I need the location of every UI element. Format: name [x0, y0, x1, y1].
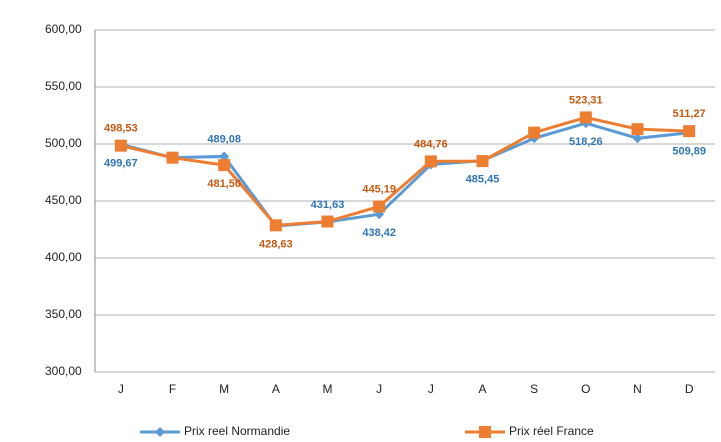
value-label: 498,53 [104, 123, 138, 135]
value-label: 484,76 [414, 138, 448, 150]
value-label: 438,42 [362, 227, 396, 239]
x-tick-label: M [219, 382, 229, 396]
value-label: 445,19 [362, 183, 396, 195]
y-tick-label: 350,00 [45, 307, 82, 321]
value-label: 518,26 [569, 136, 603, 148]
data-point [632, 133, 643, 144]
x-tick-label: F [169, 382, 176, 396]
legend-label: Prix réel France [509, 424, 594, 438]
x-tick-label: M [323, 382, 333, 396]
value-label: 523,31 [569, 94, 603, 106]
data-point [579, 111, 592, 124]
x-tick-label: J [376, 382, 382, 396]
value-label: 431,63 [311, 199, 345, 211]
value-label: 428,63 [259, 238, 293, 250]
x-tick-label: J [118, 382, 124, 396]
data-point [218, 159, 231, 172]
data-point [321, 215, 334, 228]
x-tick-label: O [581, 382, 590, 396]
y-tick-label: 600,00 [45, 22, 82, 36]
data-point [528, 126, 541, 139]
legend-marker [479, 426, 491, 438]
x-tick-label: A [272, 382, 280, 396]
data-point [166, 151, 179, 164]
y-tick-label: 550,00 [45, 79, 82, 93]
y-tick-label: 400,00 [45, 250, 82, 264]
series-line [120, 121, 690, 228]
data-point [683, 125, 696, 138]
data-point [219, 151, 230, 162]
data-point [476, 155, 489, 168]
y-tick-label: 450,00 [45, 193, 82, 207]
value-label: 499,67 [104, 157, 138, 169]
value-label: 485,45 [466, 173, 500, 185]
y-tick-label: 300,00 [45, 364, 82, 378]
x-tick-label: S [530, 382, 538, 396]
y-tick-label: 500,00 [45, 136, 82, 150]
x-tick-label: A [478, 382, 486, 396]
series-line [120, 115, 690, 227]
data-point [424, 155, 437, 168]
value-label: 509,89 [672, 146, 706, 158]
data-point [114, 139, 127, 152]
x-tick-label: J [428, 382, 434, 396]
data-point [631, 123, 644, 136]
value-label: 511,27 [673, 108, 706, 120]
value-label: 481,50 [207, 178, 241, 190]
value-label: 489,08 [207, 133, 241, 145]
data-point [269, 219, 282, 232]
data-point [373, 200, 386, 213]
legend-label: Prix reel Normandie [184, 424, 290, 438]
legend-marker [155, 427, 165, 437]
x-tick-label: N [633, 382, 642, 396]
x-tick-label: D [685, 382, 694, 396]
